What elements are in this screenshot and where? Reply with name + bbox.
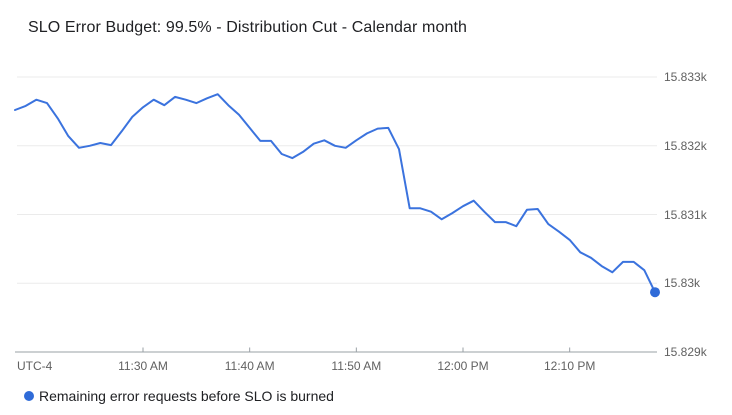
x-axis-tick-label: 11:30 AM [118, 359, 168, 373]
chart-title: SLO Error Budget: 99.5% - Distribution C… [28, 19, 467, 36]
y-axis-tick-label: 15.829k [664, 345, 707, 359]
y-axis-tick-label: 15.833k [664, 70, 707, 84]
x-axis-tick-label: 12:10 PM [543, 359, 596, 373]
x-axis-tick-label: 11:40 AM [224, 359, 275, 373]
legend-series-label: Remaining error requests before SLO is b… [39, 388, 334, 404]
y-axis-tick-label: 15.832k [664, 138, 707, 153]
legend-item-remaining-error-requests[interactable]: Remaining error requests before SLO is b… [24, 388, 334, 404]
x-axis-tick-label: 11:50 AM [331, 359, 382, 373]
y-axis-tick-label: 15.83k [664, 276, 701, 291]
x-axis-tick-label: 12:00 PM [437, 359, 489, 373]
legend-series-marker-icon [24, 391, 34, 401]
x-axis-utc-label: UTC-4 [17, 359, 53, 373]
series-line-remaining-error-requests[interactable] [14, 93, 656, 294]
y-axis-tick-label: 15.831k [664, 207, 707, 222]
series-end-point-marker[interactable] [650, 287, 660, 298]
